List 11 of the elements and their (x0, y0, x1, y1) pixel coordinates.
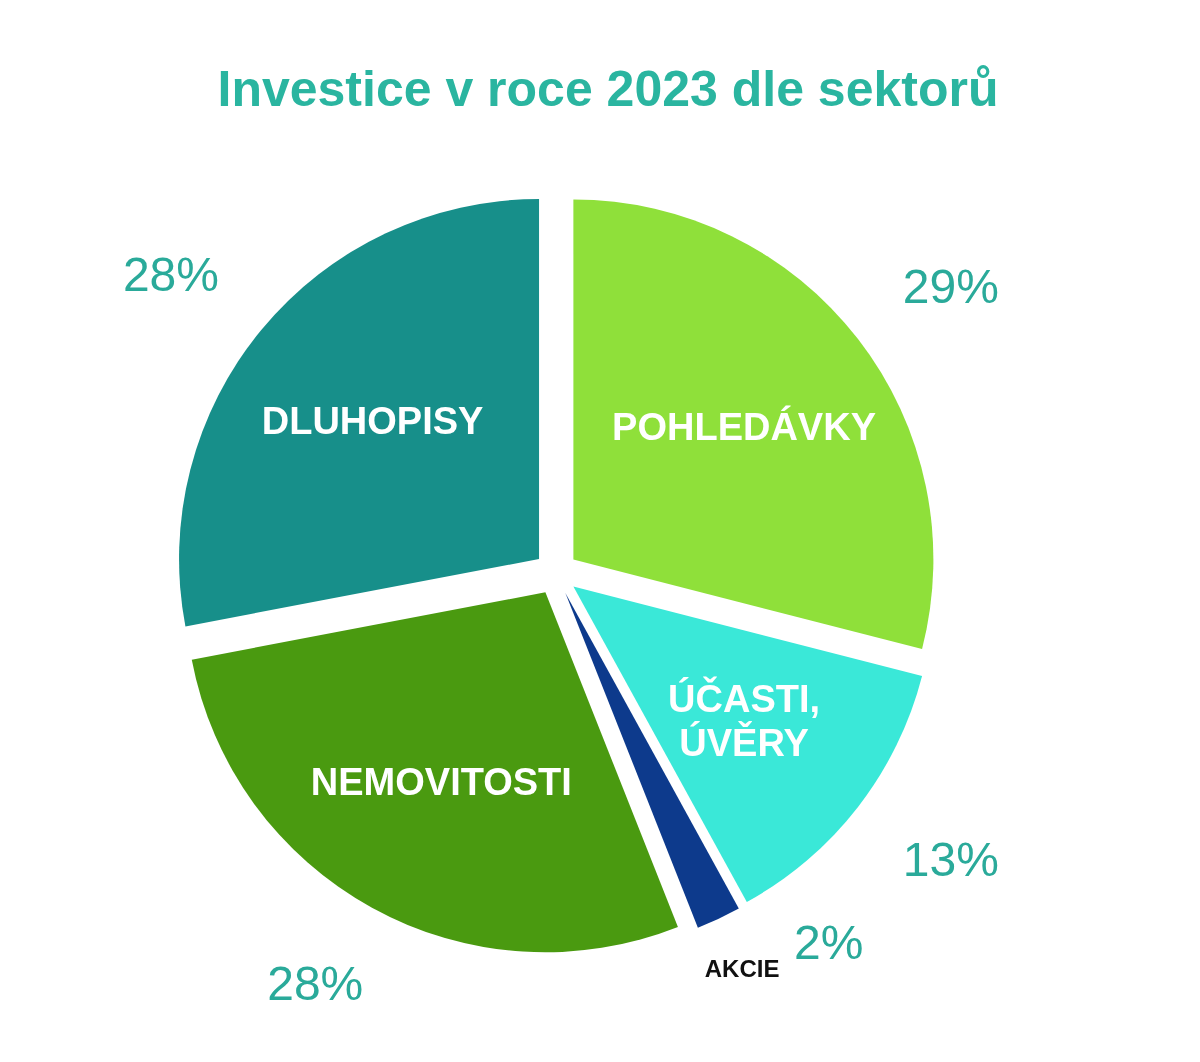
slice-label: AKCIE (704, 954, 780, 982)
data-label: 2% (794, 916, 864, 970)
chart-title: Investice v roce 2023 dle sektorů (217, 61, 999, 117)
data-label: 29% (902, 259, 999, 313)
data-label: 13% (902, 833, 999, 887)
slice-label: ÚČASTI, ÚVĚRY (668, 675, 821, 764)
slice-label: POHLEDÁVKY (612, 405, 877, 449)
data-label: 28% (122, 248, 219, 302)
data-label: 28% (267, 956, 364, 1010)
slice-label: DLUHOPISY (261, 400, 484, 443)
slice-label: NEMOVITOSTI (310, 760, 572, 803)
